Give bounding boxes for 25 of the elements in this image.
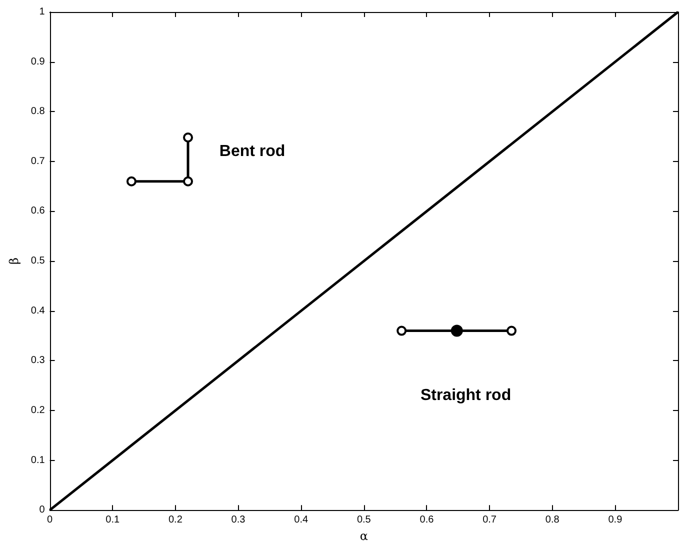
x-tick-label: 0.7	[482, 514, 497, 526]
x-tick-label: 0.4	[294, 514, 308, 526]
y-tick-label: 0.7	[30, 156, 46, 167]
y-tick-label: 0.9	[30, 56, 46, 68]
y-tick-label: 0.5	[30, 256, 46, 267]
x-tick-label: 0.2	[168, 514, 183, 526]
annotation: Straight rod	[420, 387, 512, 404]
y-tick-label: 0.4	[30, 305, 46, 316]
x-tick-label: 0.8	[545, 514, 560, 526]
y-axis-title: β	[7, 258, 21, 265]
annotation: Bent rod	[219, 142, 286, 160]
y-tick-label: 0.8	[30, 106, 46, 118]
y-tick-label: 0	[39, 504, 46, 516]
y-tick-label: 1	[39, 6, 46, 18]
x-axis-title: α	[360, 529, 368, 543]
y-tick-label: 0.1	[30, 454, 46, 466]
x-tick-label: 0.5	[356, 514, 372, 526]
x-tick-label: 0.6	[420, 514, 434, 526]
x-tick-label: 0	[47, 514, 54, 526]
x-tick-label: 0.1	[106, 514, 120, 526]
x-tick-label: 0.9	[608, 514, 623, 526]
y-tick-label: 0.2	[30, 404, 46, 416]
y-tick-label: 0.6	[30, 206, 46, 217]
x-tick-label: 0.3	[231, 514, 246, 526]
y-tick-label: 0.3	[30, 355, 46, 366]
